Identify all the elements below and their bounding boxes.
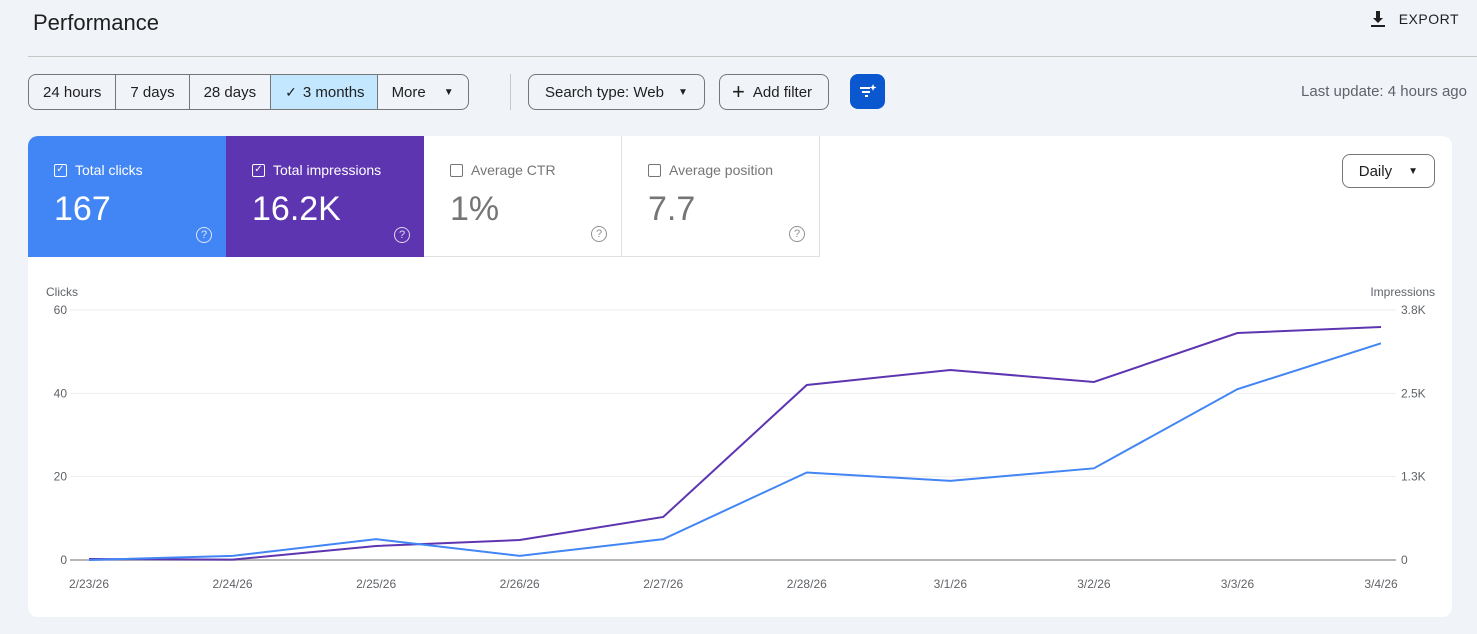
metric-total-clicks[interactable]: ✓ Total clicks 167 ? [28,136,226,257]
x-tick-label: 2/28/26 [787,577,827,591]
y-tick-left: 40 [54,386,68,400]
x-tick-label: 2/23/26 [69,577,109,591]
help-icon[interactable]: ? [789,226,805,242]
series-line-clicks [88,342,1382,561]
caret-down-icon: ▼ [443,86,454,98]
date-range-selector: 24 hours 7 days 28 days ✓ 3 months More ▼ [28,74,469,110]
metric-value: 167 [54,190,111,228]
ai-filter-button[interactable] [850,74,885,109]
metric-label: Total impressions [273,162,382,178]
download-icon [1370,11,1385,27]
help-icon[interactable]: ? [591,226,607,242]
series-line-impressions [88,325,1382,561]
plus-icon: + [732,79,745,104]
metric-label: Total clicks [75,162,143,178]
x-tick-label: 3/2/26 [1077,577,1111,591]
metric-label: Average CTR [471,162,556,178]
granularity-dropdown[interactable]: Daily ▼ [1341,154,1435,188]
range-label: 7 days [130,83,175,101]
range-24-hours[interactable]: 24 hours [29,75,117,109]
search-type-dropdown[interactable]: Search type: Web ▼ [528,74,705,110]
y-axis-right-label: Impressions [1370,285,1435,299]
check-icon: ✓ [285,83,297,100]
search-type-label: Search type: Web [545,83,664,101]
y-tick-left: 0 [60,553,67,567]
x-tick-label: 3/1/26 [934,577,968,591]
y-tick-right: 3.8K [1401,303,1426,317]
range-label: 24 hours [43,83,102,101]
metric-average-position[interactable]: Average position 7.7 ? [622,136,820,257]
checkbox-unchecked-icon[interactable] [450,163,463,177]
y-tick-right: 0 [1401,553,1408,567]
sparkle-filter-icon [859,83,876,97]
toolbar-divider [510,74,511,110]
checkbox-unchecked-icon[interactable] [648,163,661,177]
checkbox-checked-icon[interactable]: ✓ [252,163,265,177]
y-tick-right: 1.3K [1401,470,1426,484]
metric-value: 7.7 [648,190,696,228]
caret-down-icon: ▼ [677,86,688,98]
range-label: More [391,83,426,101]
range-3-months[interactable]: ✓ 3 months [271,75,378,109]
performance-chart: Clicks Impressions 0 0 20 1.3K 40 2.5K 60 3.8K 2/2… [46,285,1435,591]
y-tick-left: 60 [54,303,68,317]
header-divider [28,56,1477,57]
x-tick-label: 2/26/26 [500,577,540,591]
add-filter-label: Add filter [752,83,813,101]
caret-down-icon: ▼ [1408,165,1418,177]
x-tick-label: 2/24/26 [213,577,253,591]
range-label: 28 days [203,83,257,101]
range-7-days[interactable]: 7 days [116,75,190,109]
export-label: EXPORT [1398,11,1459,27]
granularity-label: Daily [1358,162,1393,180]
help-icon[interactable]: ? [394,227,410,243]
x-tick-label: 2/27/26 [643,577,683,591]
y-tick-left: 20 [54,470,68,484]
range-28-days[interactable]: 28 days [190,75,272,109]
metric-value: 16.2K [252,190,341,228]
page-title: Performance [33,10,159,35]
add-filter-button[interactable]: + Add filter [719,74,830,110]
metric-value: 1% [450,190,500,228]
help-icon[interactable]: ? [196,227,212,243]
metric-total-impressions[interactable]: ✓ Total impressions 16.2K ? [226,136,424,257]
metric-label: Average position [669,162,774,178]
metric-average-ctr[interactable]: Average CTR 1% ? [424,136,622,257]
export-button[interactable]: EXPORT [1369,10,1459,28]
range-label: 3 months [302,83,365,101]
x-tick-label: 3/3/26 [1221,577,1255,591]
checkbox-checked-icon[interactable]: ✓ [54,163,67,177]
performance-card: ✓ Total clicks 167 ? ✓ Total impressions 1… [28,136,1452,617]
range-more[interactable]: More ▼ [378,75,468,109]
last-update: Last update: 4 hours ago [1301,83,1467,100]
x-tick-label: 2/25/26 [356,577,396,591]
y-tick-right: 2.5K [1401,386,1426,400]
x-tick-label: 3/4/26 [1364,577,1398,591]
y-axis-left-label: Clicks [46,285,78,299]
